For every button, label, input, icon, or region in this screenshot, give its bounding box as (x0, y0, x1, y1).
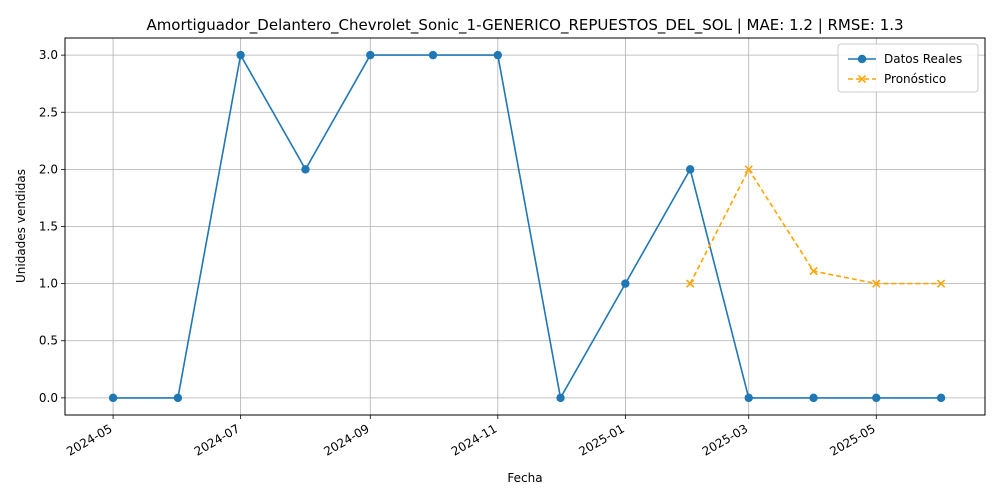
forecast-point (686, 279, 695, 288)
data-point (493, 50, 503, 60)
series-layer (108, 50, 946, 403)
data-point (621, 279, 630, 288)
y-tick-label: 3.0 (39, 48, 58, 62)
data-point (556, 393, 565, 403)
forecast-point (809, 266, 818, 276)
data-point (173, 393, 183, 403)
y-tick-label: 2.5 (39, 105, 58, 119)
legend-swatch-marker (857, 54, 867, 64)
data-point (366, 50, 375, 60)
y-tick-label: 0.5 (39, 334, 58, 348)
chart-title: Amortiguador_Delantero_Chevrolet_Sonic_1… (146, 16, 903, 35)
data-point (744, 393, 753, 403)
legend-label: Datos Reales (884, 52, 962, 66)
data-point (301, 165, 310, 174)
series-line-datos-reales (113, 52, 942, 401)
legend: Datos Reales Pronóstico (837, 43, 979, 93)
forecast-point (936, 279, 946, 288)
data-point (428, 50, 438, 60)
data-point (685, 165, 695, 174)
data-point (236, 50, 245, 60)
legend-label: Pronóstico (884, 72, 946, 86)
legend-box (837, 43, 979, 93)
legend-swatch-marker (857, 74, 867, 84)
forecast-point (744, 165, 753, 174)
y-axis-label: Unidades vendidas (14, 169, 28, 283)
y-tick-label: 2.0 (39, 162, 58, 176)
data-point (936, 393, 946, 403)
y-tick-label: 1.5 (39, 220, 58, 234)
grid-lines (65, 38, 985, 415)
data-point (872, 393, 881, 403)
forecast-point (872, 279, 881, 288)
data-point (809, 393, 818, 403)
y-tick-label: 1.0 (39, 277, 58, 291)
x-axis-label: Fecha (507, 471, 542, 485)
data-point (108, 393, 118, 403)
y-tick-label: 0.0 (39, 391, 58, 405)
